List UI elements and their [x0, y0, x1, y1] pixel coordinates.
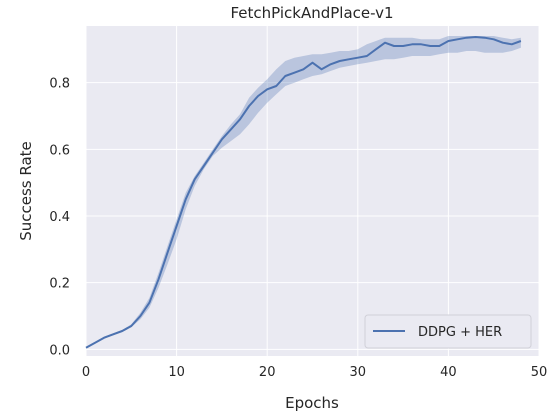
- chart-title: FetchPickAndPlace-v1: [230, 4, 393, 22]
- y-axis-label: Success Rate: [17, 141, 35, 241]
- grid-lines: [85, 26, 540, 356]
- series-line-layer: [85, 36, 522, 349]
- legend-label: DDPG + HER: [418, 325, 502, 340]
- legend-box: [364, 314, 532, 349]
- x-tick-label: 30: [350, 365, 367, 380]
- y-tick-label: 0.0: [49, 343, 70, 358]
- x-tick-label: 0: [82, 365, 90, 380]
- x-tick-label: 10: [168, 365, 185, 380]
- x-tick-label: 40: [440, 365, 457, 380]
- y-tick-label: 0.2: [49, 277, 70, 292]
- x-tick-label: 20: [259, 365, 276, 380]
- x-tick-label: 50: [531, 365, 548, 380]
- x-axis-label: Epochs: [285, 394, 339, 412]
- y-tick-label: 0.8: [49, 77, 70, 92]
- y-tick-label: 0.6: [49, 143, 70, 158]
- plot-area: [86, 26, 539, 356]
- series-line-ddpg-her: [85, 36, 522, 349]
- legend: DDPG + HER: [364, 314, 532, 349]
- y-tick-label: 0.4: [49, 210, 70, 225]
- tick-labels: 0 10 20 30 40 50 0.0 0.2 0.4 0.6 0.8: [49, 77, 547, 380]
